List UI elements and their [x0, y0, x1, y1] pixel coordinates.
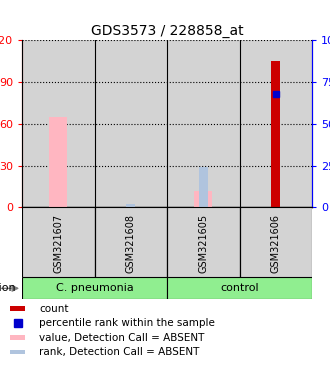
Text: infection: infection	[0, 283, 16, 293]
Bar	[10, 350, 25, 354]
Text: control: control	[220, 283, 259, 293]
Bar	[167, 207, 240, 277]
Bar	[240, 207, 312, 277]
Bar	[22, 207, 94, 277]
Bar	[22, 40, 94, 207]
Bar	[94, 40, 167, 207]
Bar	[240, 40, 312, 207]
Text: C. pneumonia: C. pneumonia	[56, 283, 133, 293]
Text: GSM321608: GSM321608	[126, 214, 136, 273]
Bar	[199, 167, 208, 207]
Bar	[22, 277, 167, 300]
Text: GSM321605: GSM321605	[198, 214, 208, 273]
Title: GDS3573 / 228858_at: GDS3573 / 228858_at	[91, 23, 243, 38]
Text: rank, Detection Call = ABSENT: rank, Detection Call = ABSENT	[39, 347, 200, 357]
Text: count: count	[39, 304, 69, 314]
Bar	[167, 277, 312, 300]
Text: GSM321606: GSM321606	[271, 214, 281, 273]
Text: value, Detection Call = ABSENT: value, Detection Call = ABSENT	[39, 333, 205, 343]
Bar	[10, 335, 25, 340]
Text: percentile rank within the sample: percentile rank within the sample	[39, 318, 215, 328]
Bar	[126, 204, 135, 207]
Bar	[49, 117, 67, 207]
Bar	[194, 190, 212, 207]
Bar	[167, 40, 240, 207]
Text: GSM321607: GSM321607	[53, 214, 63, 273]
Bar	[271, 61, 280, 207]
Bar	[10, 306, 25, 311]
Bar	[94, 207, 167, 277]
